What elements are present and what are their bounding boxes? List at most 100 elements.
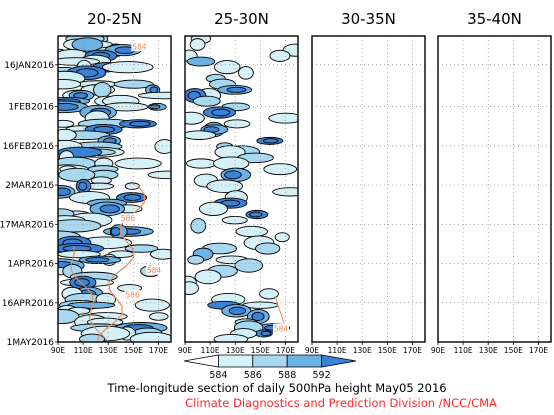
contour-band: [149, 248, 171, 260]
panel-title: 30-35N: [341, 10, 396, 28]
panel-frame: [311, 35, 426, 343]
y-tick-label: 17MAR2016: [0, 220, 54, 230]
contour-label-box: [273, 323, 290, 333]
contour-core: [74, 278, 90, 287]
contour-band: [134, 298, 170, 312]
contour-band: [190, 218, 207, 234]
contour-band: [187, 255, 205, 265]
contour-band: [71, 37, 104, 52]
colorbar: 584 586 588 592: [183, 354, 357, 381]
contour-core: [85, 257, 110, 263]
contour-band: [234, 258, 264, 273]
x-tick-label: 130E: [479, 346, 498, 355]
contour-band: [58, 309, 80, 324]
contour-band: [238, 66, 254, 80]
contour-band: [269, 49, 291, 62]
x-tick-label: 110E: [201, 346, 220, 355]
contour-core: [211, 108, 231, 117]
x-tick-label: 130E: [353, 346, 372, 355]
contour-band: [223, 119, 251, 129]
colorbar-segment: [252, 354, 288, 368]
panel-frame: [437, 35, 552, 343]
y-tick-label: 1FEB2016: [8, 103, 54, 113]
panel-20-25N: 20-25N 90E 110E 130E 150E 170E: [51, 10, 172, 355]
chart-credit: Climate Diagnostics and Prediction Divis…: [185, 396, 497, 410]
x-tick-label: 170E: [529, 346, 548, 355]
contour-band: [255, 242, 281, 255]
colorbar-label: 586: [244, 370, 262, 381]
y-tick-label: 1APR2016: [8, 260, 55, 270]
x-tick-label: 170E: [276, 346, 295, 355]
contour-label-box: [146, 265, 163, 275]
contour-core: [58, 187, 71, 197]
contour-band: [147, 170, 171, 180]
x-tick-label: 110E: [328, 346, 347, 355]
contour-labels: 584 586 584 586 584: [120, 42, 290, 333]
contour-band: [192, 95, 221, 107]
x-tick-label: 90E: [305, 346, 320, 355]
x-tick-label: 110E: [74, 346, 93, 355]
contour-band: [185, 130, 217, 140]
panel-title: 25-30N: [214, 10, 269, 28]
y-tick-label: 1MAY2016: [7, 338, 55, 348]
contour-core: [224, 170, 242, 180]
panel-background: [312, 36, 425, 342]
contour-label-box: [131, 42, 148, 52]
contour-band: [58, 57, 100, 66]
x-tick-label: 170E: [403, 346, 422, 355]
contour-band: [185, 281, 199, 295]
contour-band: [221, 215, 248, 225]
contour-label: 586: [121, 214, 136, 223]
contour-label: 586: [125, 291, 140, 300]
contour-band: [194, 269, 222, 285]
y-tick-label: 16APR2016: [2, 299, 54, 309]
contour-band: [58, 119, 75, 128]
x-tick-label: 170E: [149, 346, 168, 355]
contour-band: [259, 288, 279, 300]
contour-band: [58, 250, 101, 259]
x-tick-label: 150E: [378, 346, 397, 355]
panel-title: 35-40N: [467, 10, 522, 28]
contour-label-box: [120, 213, 137, 223]
contour-band: [58, 78, 82, 90]
panel-frame: [57, 35, 172, 343]
contour-core: [262, 138, 279, 144]
colorbar-segment: [321, 354, 357, 368]
contour-core: [123, 194, 142, 201]
x-tick-label: 110E: [454, 346, 473, 355]
x-tick-label: 130E: [99, 346, 118, 355]
contour-core: [249, 211, 263, 218]
contour-core: [226, 86, 247, 93]
ridge-line: [97, 185, 146, 342]
colorbar-segment: [183, 354, 219, 368]
contour-band: [198, 201, 228, 216]
contour-core: [129, 120, 151, 127]
ridge-line: [70, 245, 110, 342]
contour-band: [58, 167, 96, 182]
x-tick-label: 90E: [431, 346, 446, 355]
contour-band: [268, 112, 298, 124]
x-tick-label: 90E: [51, 346, 66, 355]
colorbar-label: 592: [313, 370, 331, 381]
panel-frame: [184, 35, 299, 343]
contour-band: [206, 179, 243, 193]
y-tick-label: 16FEB2016: [3, 142, 55, 152]
contour-core: [78, 181, 88, 191]
height-field: [58, 36, 171, 342]
height-field: [185, 36, 298, 342]
x-tick-label: 150E: [504, 346, 523, 355]
y-tick-label: 16JAN2016: [4, 61, 54, 71]
x-tick-label: 150E: [124, 346, 143, 355]
colorbar-label: 588: [278, 370, 296, 381]
colorbar-segment: [286, 354, 323, 368]
contour-band: [101, 61, 154, 74]
colorbar-label: 584: [209, 370, 227, 381]
contour-label: 584: [132, 43, 147, 52]
y-tick-label: 2MAR2016: [5, 181, 54, 191]
contour-band: [213, 60, 241, 75]
contour-core: [99, 204, 120, 214]
contour-label: 584: [274, 324, 289, 333]
x-tick-label: 90E: [178, 346, 193, 355]
panel-title: 20-25N: [87, 10, 142, 28]
